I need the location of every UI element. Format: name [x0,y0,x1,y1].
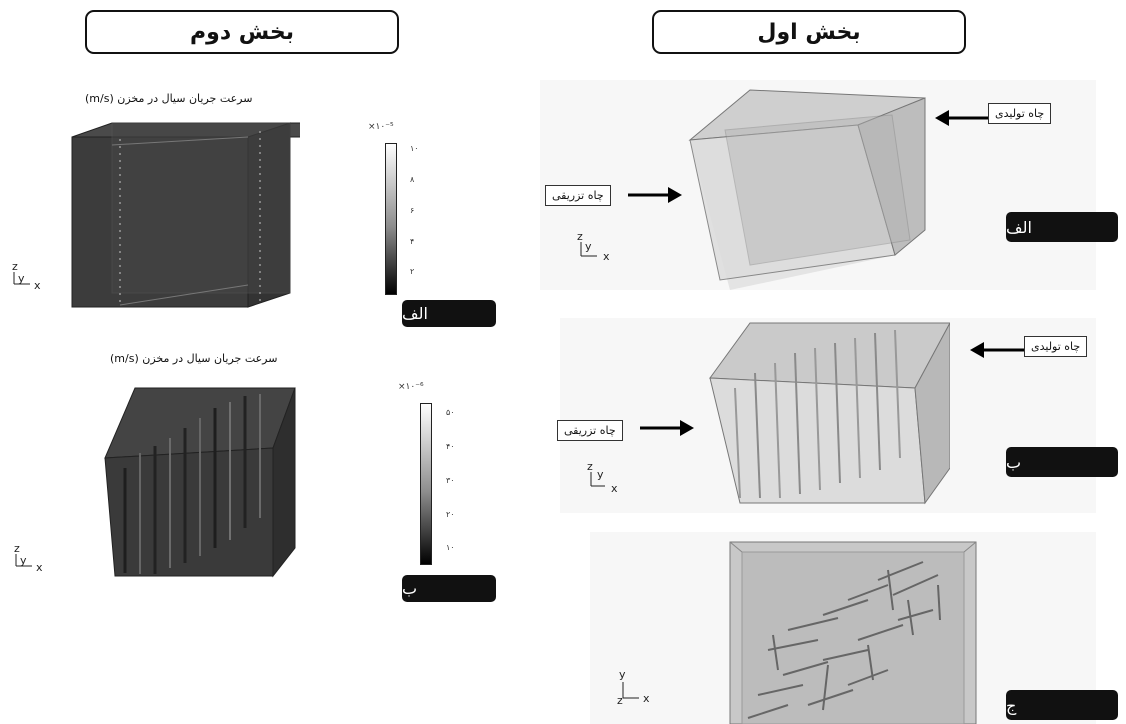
panel-tag-s1c: ج [1006,690,1118,720]
dark-reservoir-cube-b [104,387,296,578]
velocity-plot-a [71,122,300,308]
fractured-reservoir-cube-b [709,322,950,505]
panel-tag-s1a-text: الف [1006,217,1032,237]
colorbar-b-tick: ۳۰ [446,476,455,485]
colorbar-b-tick: ۱۰ [446,543,455,552]
axis-x-label: x [603,250,610,263]
panel-tag-s2a-text: الف [402,304,428,323]
velocity-plot-b [104,387,296,578]
production-well-label-b: چاه تولیدی [1024,336,1088,357]
colorbar-a-tick: ۶ [410,206,415,215]
axis-y-label: y [619,668,626,681]
injection-well-label-b: چاه تزریقی [557,420,623,441]
section-1-title-text: بخش اول [757,19,861,45]
axis-x-label: x [36,561,43,574]
axis-z-label: z [617,694,623,707]
axis-triad-s2b: z y x [14,542,43,574]
axis-y-label: y [18,272,25,285]
colorbar-b-scale: ×۱۰⁻⁶ [398,382,424,392]
panel-tag-s2b: ب [402,575,496,602]
production-well-label-a: چاه تولیدی [988,103,1052,124]
injection-well-arrow-a [628,187,682,203]
axis-z-label: z [587,460,593,473]
production-well-arrow-a [935,110,989,126]
colorbar-a-tick: ۴ [410,237,415,246]
fracture-top-view-c [729,541,977,724]
axis-x-label: x [611,482,618,495]
injection-well-label-a: چاه تزریقی [545,185,611,206]
panel-tag-s1a: الف [1006,212,1118,242]
reservoir-model-b [709,322,950,505]
panel-tag-s2b-text: ب [402,579,418,598]
axis-z-label: z [12,260,18,273]
colorbar-a-tick: ۸ [410,175,415,184]
panel-tag-s1b: ب [1006,447,1118,477]
section-1-title: بخش اول [652,10,966,54]
axis-triad-s1a: z y x [577,230,610,263]
axis-triad-s2a: z y x [12,260,41,292]
production-well-arrow-b [970,342,1024,358]
fracture-network-top-view [729,541,977,724]
dark-reservoir-cube-a [71,122,300,308]
panel-tag-s1c-text: ج [1006,695,1017,715]
panel-tag-s1b-text: ب [1006,452,1022,472]
colorbar-a-scale: ×۱۰⁻⁵ [368,122,394,132]
velocity-plot-a-title: سرعت جریان سیال در مخزن (m/s) [85,92,253,105]
colorbar-a-tick: ۲ [410,267,415,276]
axis-x-label: x [643,692,650,705]
axis-z-label: z [14,542,20,555]
colorbar-a-tick: ۱۰ [410,144,419,153]
axis-z-label: z [577,230,583,243]
velocity-plot-b-title: سرعت جریان سیال در مخزن (m/s) [110,352,278,365]
colorbar-a [385,143,397,295]
axis-x-label: x [34,279,41,292]
panel-tag-s2a: الف [402,300,496,327]
colorbar-b-tick: ۵۰ [446,408,455,417]
axis-triad-s1c: y z x [617,668,650,707]
colorbar-b [420,403,432,565]
colorbar-b-tick: ۲۰ [446,510,455,519]
reservoir-model-a [688,89,926,290]
axis-y-label: y [597,468,604,481]
axis-y-label: y [20,554,27,567]
transparent-reservoir-cube-a [688,89,926,290]
section-2-title-text: بخش دوم [190,19,294,45]
axis-triad-s1b: z y x [587,460,618,495]
injection-well-arrow-b [640,420,694,436]
colorbar-b-tick: ۴۰ [446,442,455,451]
section-2-title: بخش دوم [85,10,399,54]
axis-y-label: y [585,240,592,253]
